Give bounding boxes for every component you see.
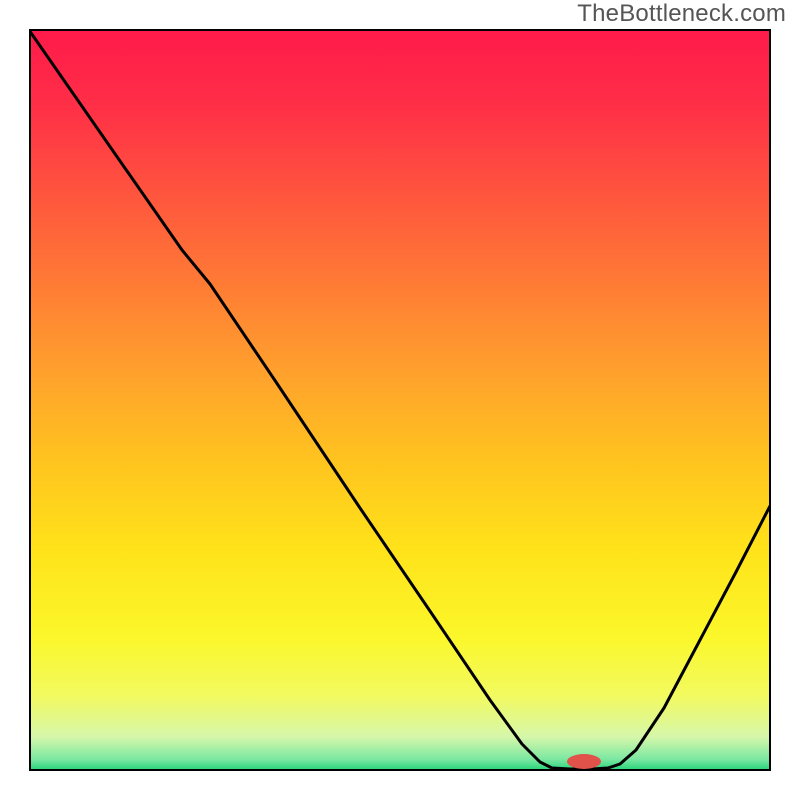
chart-container: TheBottleneck.com xyxy=(0,0,800,800)
optimum-marker xyxy=(567,754,601,769)
plot-background xyxy=(30,30,770,770)
watermark-text: TheBottleneck.com xyxy=(577,0,786,28)
bottleneck-chart xyxy=(0,0,800,800)
